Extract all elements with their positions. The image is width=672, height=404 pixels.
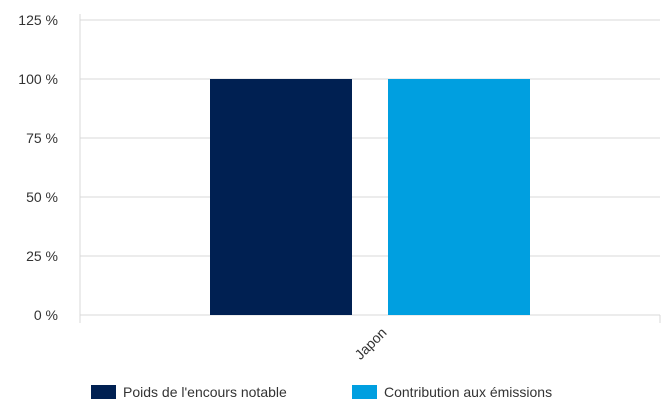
chart-legend: Poids de l'encours notable Contribution …	[0, 384, 672, 404]
y-tick-label: 125 %	[18, 12, 58, 28]
bar-2	[388, 79, 530, 315]
legend-label-series-1: Poids de l'encours notable	[123, 384, 287, 400]
legend-swatch-series-1	[91, 385, 116, 399]
legend-item-series-1: Poids de l'encours notable	[91, 384, 287, 400]
y-tick-label: 50 %	[26, 189, 58, 205]
bar-1	[210, 79, 352, 315]
legend-label-series-2: Contribution aux émissions	[384, 384, 553, 400]
y-tick-label: 100 %	[18, 71, 58, 87]
x-tick-label: Japon	[351, 324, 389, 362]
y-tick-label: 0 %	[34, 307, 58, 323]
legend-swatch-series-2	[352, 385, 377, 399]
legend-item-series-2: Contribution aux émissions	[352, 384, 552, 400]
y-tick-label: 25 %	[26, 248, 58, 264]
bar-chart: 0 % 25 % 50 % 75 % 100 % 125 % Japon	[18, 12, 661, 363]
y-tick-label: 75 %	[26, 130, 58, 146]
